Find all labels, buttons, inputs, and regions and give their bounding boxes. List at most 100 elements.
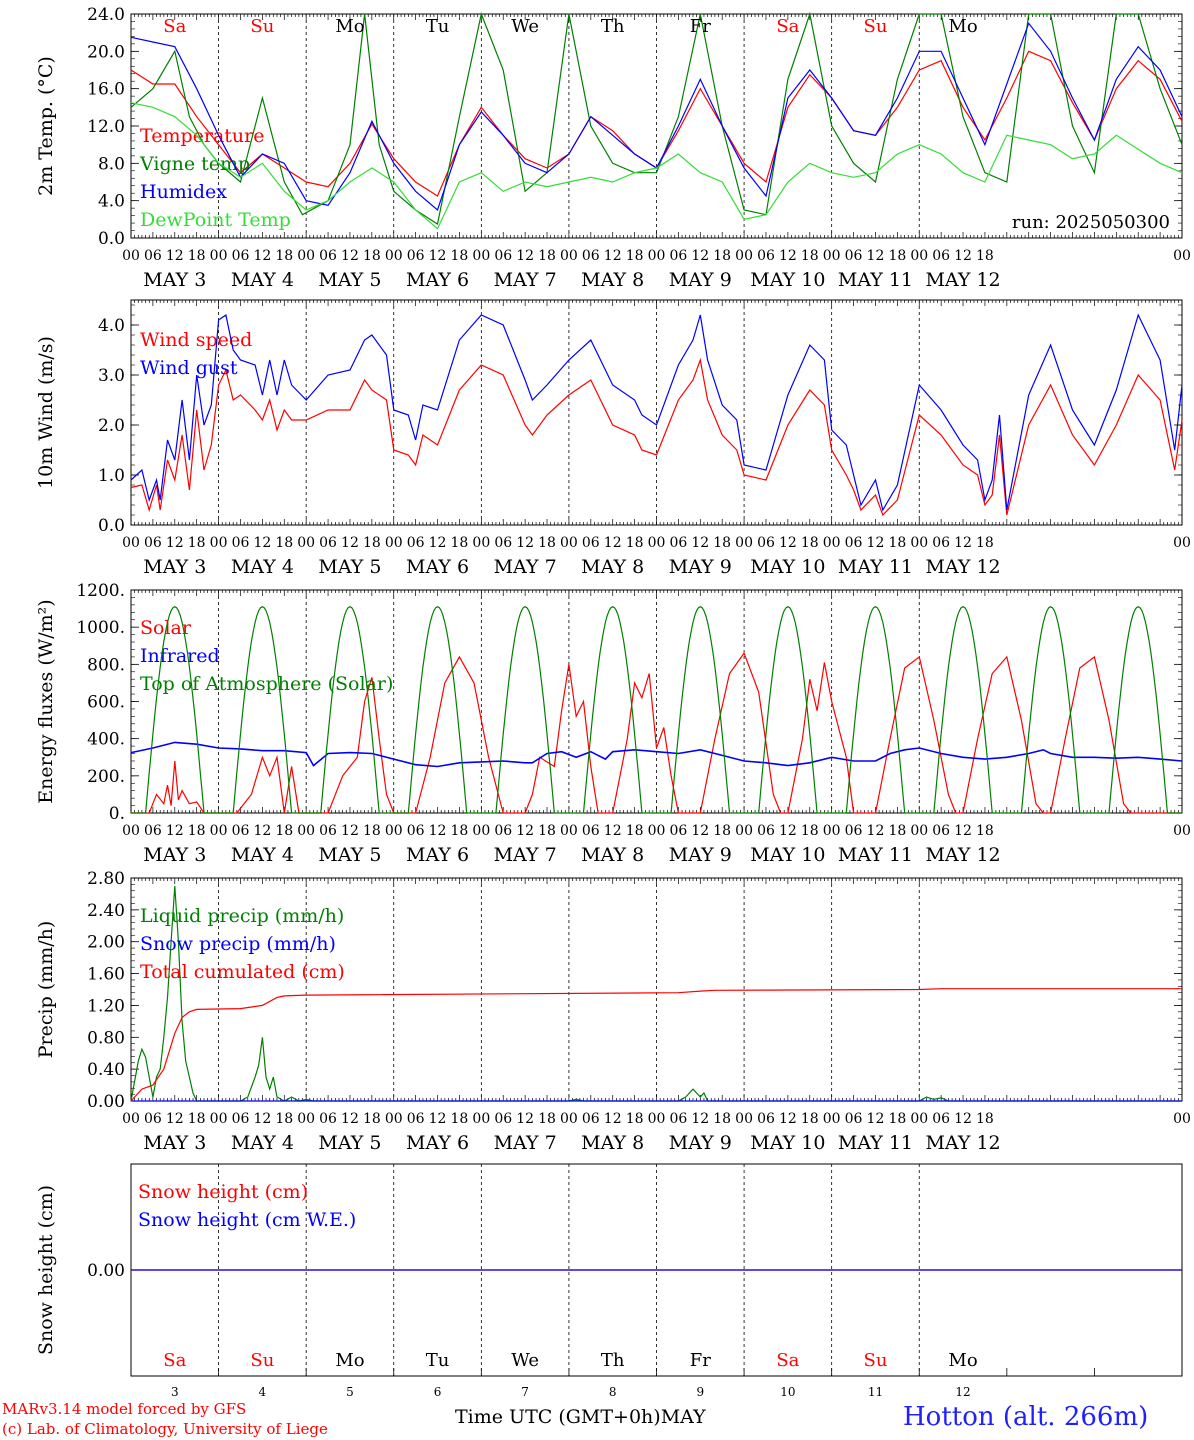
weekday-label: Fr [690,16,711,37]
x-hour-label: 06 [494,823,512,839]
x-date-label: MAY 12 [925,844,1000,866]
x-hour-label: 18 [188,248,206,264]
x-date-label: MAY 8 [581,269,644,291]
weekday-label: Su [863,1350,887,1371]
x-hour-label: 18 [976,1111,994,1127]
x-hour-label: 00 [648,823,666,839]
x-date-label: MAY 9 [669,269,732,291]
x-hour-label: 00 [122,1111,140,1127]
x-date-label: MAY 3 [143,844,206,866]
x-date-label: MAY 10 [750,1132,825,1154]
x-hour-label: 06 [932,535,950,551]
y-tick-label: 20.0 [87,42,125,62]
x-hour-label: 18 [538,1111,556,1127]
y-tick-label: 2.00 [87,933,125,953]
x-hour-label: 06 [845,535,863,551]
y-tick-label: 2.0 [98,416,125,436]
y-tick-label: 4.0 [98,192,125,212]
x-hour-label: 18 [801,1111,819,1127]
x-hour-label: 12 [779,823,797,839]
x-hour-label: 12 [779,248,797,264]
x-axis-month: MAY [660,1406,706,1428]
y-axis-label: Energy fluxes (W/m²) [35,599,57,803]
x-hour-label: 00 [910,248,928,264]
x-date-label: MAY 11 [838,1132,913,1154]
x-date-label: MAY 4 [231,269,294,291]
x-hour-label: 18 [626,248,644,264]
legend-entry: Snow height (cm) [138,1181,308,1203]
x-hour-label: 18 [976,535,994,551]
x-axis-title-text: Time UTC (GMT+0h) [455,1406,661,1428]
x-hour-label: 12 [516,823,534,839]
x-hour-label: 06 [144,248,162,264]
x-hour-label: 18 [451,248,469,264]
x-hour-label: 06 [319,1111,337,1127]
legend-entry: Vigne temp [139,153,250,175]
weekday-label: Su [863,16,887,37]
x-hour-label: 00 [1173,1111,1191,1127]
x-hour-label: 06 [757,535,775,551]
x-hour-label: 00 [472,248,490,264]
x-day-number: 10 [780,1385,795,1399]
x-hour-label: 00 [735,248,753,264]
legend-entry: Snow precip (mm/h) [140,933,336,955]
x-hour-label: 00 [472,535,490,551]
x-hour-label: 06 [757,248,775,264]
x-hour-label: 00 [210,823,228,839]
weekday-label: Sa [163,1350,186,1371]
run-label: run: 2025050300 [1012,212,1170,233]
x-hour-label: 00 [1173,248,1191,264]
station-label: Hotton (alt. 266m) [903,1402,1149,1432]
x-hour-label: 00 [297,823,315,839]
x-date-label: MAY 12 [925,556,1000,578]
x-hour-label: 12 [604,823,622,839]
x-hour-label: 18 [451,1111,469,1127]
x-date-label: MAY 6 [406,844,469,866]
x-hour-label: 06 [932,1111,950,1127]
x-hour-label: 18 [363,248,381,264]
x-hour-label: 06 [582,535,600,551]
x-day-number: 3 [171,1385,179,1399]
x-hour-label: 12 [954,248,972,264]
x-hour-label: 18 [275,535,293,551]
legend-entry: Wind gust [140,357,238,379]
y-tick-label: 200. [87,767,125,787]
y-tick-label: 1.20 [87,996,125,1016]
x-hour-label: 12 [166,823,184,839]
panel-temperature: 0.0 4.0 8.0 12.0 16.0 20.0 24.0 2m Temp. (°C) 00… [35,5,1191,291]
x-hour-label: 06 [669,1111,687,1127]
x-hour-label: 18 [538,823,556,839]
x-hour-label: 06 [144,1111,162,1127]
x-hour-label: 00 [472,1111,490,1127]
series-line-0 [130,357,1183,517]
x-date-label: MAY 11 [838,556,913,578]
x-day-number: 5 [346,1385,354,1399]
weekday-label: Th [601,1350,625,1371]
x-hour-label: 00 [560,248,578,264]
weekday-label: Tu [426,1350,450,1371]
y-tick-label: 1.0 [98,466,125,486]
x-date-label: MAY 8 [581,844,644,866]
x-hour-label: 00 [648,1111,666,1127]
x-date-label: MAY 7 [494,269,557,291]
x-date-label: MAY 5 [318,844,381,866]
series-line-1 [130,741,1183,768]
x-axis-title: Time UTC (GMT+0h)MAY [455,1406,706,1428]
x-hour-label: 12 [867,248,885,264]
x-hour-label: 12 [516,535,534,551]
x-date-label: MAY 11 [838,844,913,866]
x-date-label: MAY 7 [494,556,557,578]
weekday-label: Fr [690,1350,711,1371]
x-hour-label: 00 [122,248,140,264]
x-hour-label: 18 [626,535,644,551]
series-line-1 [130,313,1183,512]
series-line-3 [130,102,1183,230]
x-date-label: MAY 12 [925,269,1000,291]
x-hour-label: 12 [779,535,797,551]
x-day-number: 4 [259,1385,267,1399]
x-hour-label: 06 [932,823,950,839]
x-hour-label: 18 [976,823,994,839]
x-hour-label: 00 [297,248,315,264]
x-hour-label: 00 [297,1111,315,1127]
